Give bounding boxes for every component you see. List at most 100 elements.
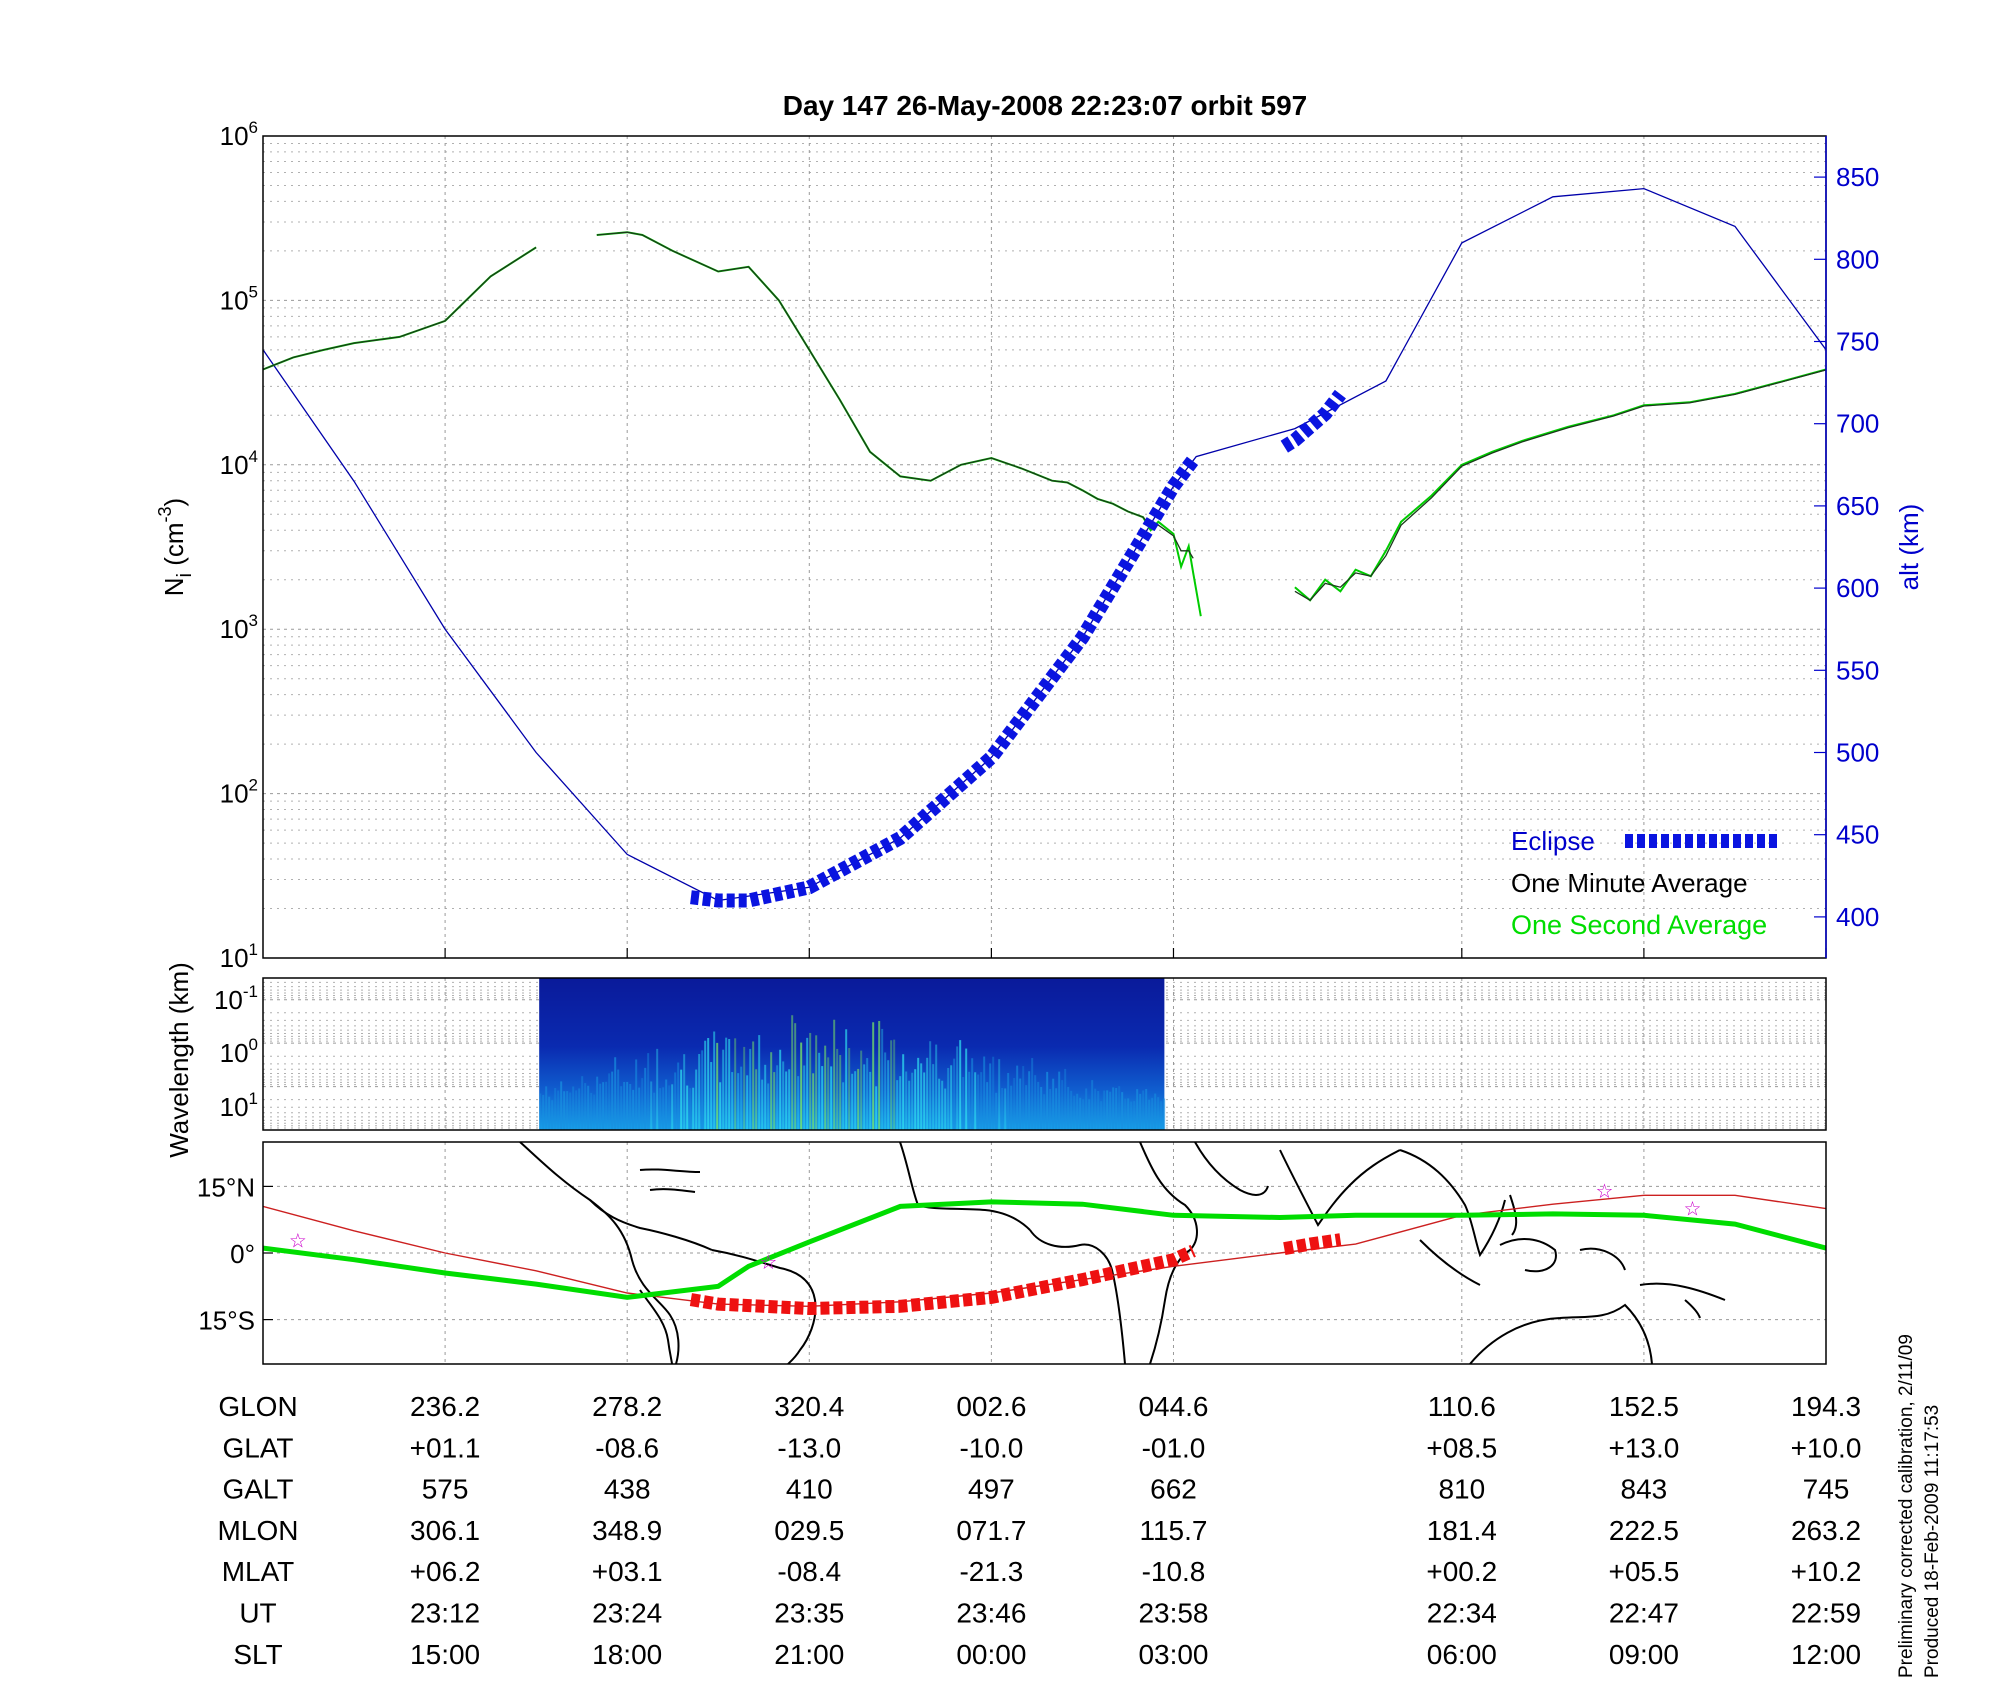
table-cell: 810: [1438, 1474, 1485, 1505]
table-row-label: GLAT: [222, 1432, 293, 1463]
eclipse-line: [690, 455, 1199, 908]
spectrogram-column: [803, 1065, 806, 1130]
coastline-africa-west: [899, 1142, 1031, 1231]
spectrogram-column: [545, 1086, 548, 1130]
coastline-south-america-west: [639, 1289, 673, 1364]
table-cell: +03.1: [592, 1556, 663, 1587]
spectrogram-column: [605, 1081, 608, 1130]
table-row-label: SLT: [233, 1639, 282, 1670]
spectrogram-column: [953, 1058, 956, 1130]
spectrogram-column: [743, 1046, 746, 1130]
spectrogram-column: [1064, 1068, 1067, 1130]
spectrogram-column: [1157, 1097, 1160, 1130]
spectrogram-column: [653, 1092, 656, 1130]
spectrogram-column: [797, 1076, 800, 1130]
spectrogram-column: [956, 1046, 959, 1130]
eclipse-track-line: [689, 1244, 1196, 1316]
altitude-tick-label: 650: [1836, 491, 1879, 521]
spectrogram-column: [740, 1066, 743, 1130]
spectrogram-column: [557, 1090, 560, 1130]
ephemeris-table: GLON GLAT GALT MLON MLAT UT SLT 236.2 +01.1 575 30…: [218, 1391, 1862, 1670]
spectrogram-column: [995, 1092, 998, 1130]
spectrogram-column: [587, 1085, 590, 1130]
coastline-new-guinea: [1639, 1282, 1726, 1301]
spectrogram-column: [773, 1072, 776, 1130]
spectrogram-column: [770, 1052, 773, 1130]
table-cell: 06:00: [1427, 1639, 1497, 1670]
table-cell: 181.4: [1427, 1515, 1497, 1546]
star-marker: ☆: [1683, 1197, 1701, 1221]
spectrogram-column: [1046, 1071, 1049, 1130]
spectrogram-column: [749, 1048, 752, 1130]
spectrogram-column: [917, 1057, 920, 1130]
spectrogram-column: [617, 1069, 620, 1130]
table-cell: 21:00: [774, 1639, 844, 1670]
spectrogram-column: [569, 1092, 572, 1130]
spectrogram-column: [1040, 1086, 1043, 1130]
produced-note: Produced 18-Feb-2009 11:17:53: [1922, 1405, 1943, 1678]
spectrogram-column: [590, 1092, 593, 1130]
table-cell: -21.3: [959, 1556, 1023, 1587]
spectrogram-column: [926, 1057, 929, 1130]
eclipse-line: [1280, 389, 1346, 453]
table-cell: 497: [968, 1474, 1015, 1505]
spectrogram-column: [1121, 1092, 1124, 1130]
table-cell: 843: [1621, 1474, 1668, 1505]
spectrogram-column: [707, 1038, 710, 1130]
legend-eclipse-label: Eclipse: [1511, 826, 1595, 856]
lat-tick-label: 15°S: [198, 1306, 255, 1336]
spectrogram-column: [1115, 1087, 1118, 1130]
spectrogram-column: [980, 1072, 983, 1130]
spectrogram-column: [638, 1087, 641, 1130]
table-row-label: MLAT: [222, 1556, 295, 1587]
spectrogram-panel-frame: [262, 977, 1827, 1131]
one-minute-average-line: [263, 246, 537, 371]
spectrogram-column: [1124, 1098, 1127, 1130]
spectrogram-column: [626, 1081, 629, 1130]
spectrogram-column: [1019, 1078, 1022, 1130]
spectrogram-column: [662, 1087, 665, 1130]
spectrogram-column: [818, 1052, 821, 1130]
spectrogram-column: [1022, 1066, 1025, 1130]
spectrogram-column: [809, 1032, 812, 1130]
spectrogram-column: [848, 1048, 851, 1130]
altitude-tick-label: 600: [1836, 573, 1879, 603]
spectrogram-column: [959, 1040, 962, 1130]
spectrogram-column: [731, 1072, 734, 1130]
spectrogram-column: [734, 1038, 737, 1130]
spectrogram-column: [827, 1057, 830, 1130]
spectrogram-column: [812, 1073, 815, 1130]
spectrogram-column: [920, 1063, 923, 1130]
table-cell: 438: [604, 1474, 651, 1505]
spectrogram-column: [581, 1076, 584, 1130]
spectrogram-column: [1085, 1088, 1088, 1130]
table-cell: -08.4: [777, 1556, 841, 1587]
spectrogram-column: [665, 1079, 668, 1130]
spectrogram-column: [698, 1054, 701, 1130]
coastline-americas: [519, 1142, 680, 1364]
y-tick-label: 102: [220, 776, 258, 809]
spectrogram-column: [746, 1075, 749, 1130]
coastline-australia: [1469, 1303, 1653, 1364]
table-cell: 662: [1150, 1474, 1197, 1505]
y-tick-label: 104: [220, 447, 258, 480]
spectrogram-column: [902, 1054, 905, 1130]
spectrogram-column: [1100, 1101, 1103, 1130]
coastline-indonesia-3: [1579, 1247, 1626, 1271]
coastline-caribbean-1: [639, 1168, 701, 1173]
table-cell: 278.2: [592, 1391, 662, 1422]
spectrogram-column: [551, 1100, 554, 1130]
star-marker: ☆: [1595, 1179, 1613, 1203]
spectrogram-column: [833, 1019, 836, 1130]
spectrogram-column: [683, 1054, 686, 1130]
spectrogram-column: [1160, 1101, 1163, 1130]
table-cell: 575: [422, 1474, 469, 1505]
altitude-tick-label: 500: [1836, 738, 1879, 768]
spectrogram-column: [1127, 1098, 1130, 1130]
spectrogram-column: [1025, 1085, 1028, 1130]
table-cell: -01.0: [1142, 1432, 1206, 1463]
table-cell: -13.0: [777, 1432, 841, 1463]
spectrogram-column: [728, 1039, 731, 1130]
table-cell: 03:00: [1138, 1639, 1208, 1670]
spectrogram-column: [671, 1084, 674, 1130]
